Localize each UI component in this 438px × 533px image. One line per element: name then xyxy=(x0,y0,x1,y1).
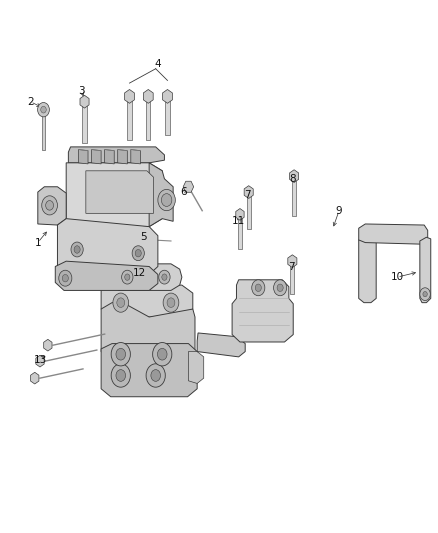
Polygon shape xyxy=(290,169,299,182)
Polygon shape xyxy=(86,171,153,213)
Text: 3: 3 xyxy=(78,86,85,96)
Polygon shape xyxy=(55,261,158,290)
Circle shape xyxy=(135,249,141,257)
Circle shape xyxy=(116,349,126,360)
Circle shape xyxy=(122,270,133,284)
Text: 10: 10 xyxy=(391,272,404,282)
Bar xyxy=(127,96,132,140)
Bar xyxy=(292,176,296,216)
Circle shape xyxy=(420,288,430,301)
Text: 1: 1 xyxy=(35,238,41,247)
Circle shape xyxy=(125,274,130,280)
Circle shape xyxy=(113,293,129,312)
Circle shape xyxy=(255,284,261,292)
Polygon shape xyxy=(143,90,153,103)
Circle shape xyxy=(146,364,165,387)
Polygon shape xyxy=(38,187,66,225)
Polygon shape xyxy=(288,255,297,268)
Circle shape xyxy=(163,293,179,312)
Text: 12: 12 xyxy=(133,268,146,278)
Text: 6: 6 xyxy=(180,187,187,197)
Polygon shape xyxy=(124,90,134,103)
Polygon shape xyxy=(112,264,182,290)
Bar xyxy=(82,102,87,143)
Text: 7: 7 xyxy=(288,262,294,271)
Polygon shape xyxy=(183,181,194,192)
Circle shape xyxy=(74,246,80,253)
Text: 13: 13 xyxy=(33,354,46,365)
Bar xyxy=(238,214,242,249)
Polygon shape xyxy=(131,150,141,164)
Polygon shape xyxy=(162,90,173,103)
Polygon shape xyxy=(31,372,39,384)
Bar xyxy=(165,96,170,135)
Circle shape xyxy=(41,106,46,113)
Polygon shape xyxy=(66,163,162,227)
Circle shape xyxy=(151,369,160,381)
Polygon shape xyxy=(197,333,245,357)
Polygon shape xyxy=(143,235,151,245)
Bar xyxy=(42,110,46,150)
Text: 4: 4 xyxy=(155,60,161,69)
Circle shape xyxy=(38,102,49,117)
Polygon shape xyxy=(101,303,195,361)
Polygon shape xyxy=(149,163,173,227)
Polygon shape xyxy=(101,344,197,397)
Circle shape xyxy=(117,298,125,308)
Circle shape xyxy=(162,274,167,280)
Circle shape xyxy=(252,280,265,296)
Polygon shape xyxy=(420,237,431,303)
Circle shape xyxy=(42,196,57,215)
Polygon shape xyxy=(118,150,127,164)
Polygon shape xyxy=(359,236,376,303)
Text: 9: 9 xyxy=(336,206,343,216)
Polygon shape xyxy=(188,352,204,383)
Bar xyxy=(146,96,150,140)
Polygon shape xyxy=(359,224,427,244)
Text: 2: 2 xyxy=(27,96,34,107)
Polygon shape xyxy=(101,285,193,317)
Polygon shape xyxy=(105,150,114,164)
Polygon shape xyxy=(92,150,101,164)
Circle shape xyxy=(158,189,175,211)
Circle shape xyxy=(111,343,131,366)
Circle shape xyxy=(161,193,172,206)
Polygon shape xyxy=(57,219,158,274)
Circle shape xyxy=(71,242,83,257)
Circle shape xyxy=(157,349,167,360)
Circle shape xyxy=(132,246,145,261)
Circle shape xyxy=(59,270,72,286)
Polygon shape xyxy=(78,150,88,164)
Circle shape xyxy=(167,298,175,308)
Polygon shape xyxy=(44,340,52,351)
Text: 11: 11 xyxy=(232,216,245,227)
Polygon shape xyxy=(80,95,89,108)
Polygon shape xyxy=(36,356,44,367)
Bar xyxy=(290,261,294,294)
Circle shape xyxy=(159,270,170,284)
Bar xyxy=(247,192,251,229)
Circle shape xyxy=(152,343,172,366)
Text: 8: 8 xyxy=(289,174,296,184)
Polygon shape xyxy=(236,208,244,220)
Circle shape xyxy=(277,284,283,292)
Polygon shape xyxy=(68,147,164,163)
Circle shape xyxy=(274,280,287,296)
Circle shape xyxy=(116,369,126,381)
Circle shape xyxy=(46,200,53,210)
Polygon shape xyxy=(244,185,253,198)
Circle shape xyxy=(111,364,131,387)
Text: 5: 5 xyxy=(141,232,147,243)
Circle shape xyxy=(62,274,68,282)
Text: 7: 7 xyxy=(244,190,251,200)
Polygon shape xyxy=(232,280,293,342)
Circle shape xyxy=(423,292,427,297)
